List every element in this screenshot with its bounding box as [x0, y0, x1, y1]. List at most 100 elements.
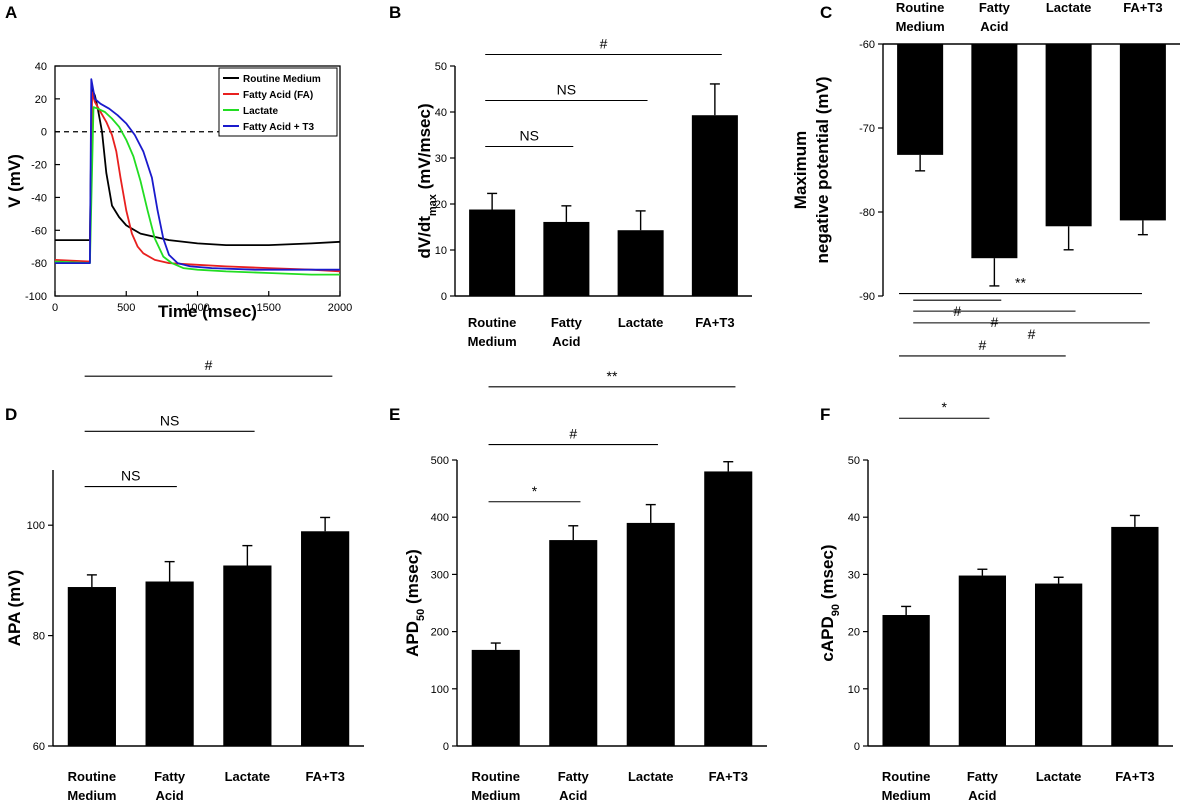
significance-label: * [942, 399, 948, 415]
legend-entry: Lactate [243, 106, 278, 117]
category-label: Lactate [618, 315, 664, 330]
category-label: Fatty Acid [154, 769, 186, 803]
bar [626, 522, 675, 746]
significance-label: # [978, 337, 986, 353]
bar [549, 540, 598, 746]
category-label: FA+T3 [305, 769, 344, 784]
y-tick-label: 400 [431, 512, 449, 524]
significance-label: ** [1015, 275, 1026, 291]
y-tick-label: 50 [435, 61, 447, 73]
category-label: Routine Medium [468, 315, 517, 349]
bar [1111, 526, 1159, 746]
x-tick-label: 1500 [257, 302, 281, 314]
y-tick-label: 20 [848, 627, 860, 639]
panel-f: F 0 10 20 30 40 50 Routine Medium Fatty Acid Lactat… [818, 275, 1173, 803]
y-tick-label: 10 [848, 684, 860, 696]
bar [1119, 44, 1166, 221]
y-axis-label: APA (mV) [5, 570, 24, 647]
y-axis-label: dV/dtmax (mV/msec) [415, 103, 439, 258]
y-axis-label: Maximum [791, 131, 810, 209]
significance-label: # [1028, 326, 1036, 342]
significance-label: # [600, 36, 608, 52]
y-tick-label: -60 [859, 39, 875, 51]
panel-e: E 0 100 200 300 400 500 Routine Medium Fatty Acid L… [389, 368, 767, 803]
significance-label: NS [160, 412, 179, 428]
bar [691, 115, 738, 296]
y-tick-label: 40 [35, 61, 47, 73]
y-tick-label: 10 [435, 245, 447, 257]
legend-entry: Fatty Acid + T3 [243, 122, 314, 133]
bar [897, 44, 944, 155]
bar [301, 531, 350, 746]
panel-d: D 60 80 100 Routine Medium Fatty Acid Lactate FA+… [5, 357, 364, 803]
bar [617, 230, 664, 296]
bar [971, 44, 1018, 259]
significance-label: # [205, 357, 213, 373]
y-tick-label: 0 [443, 741, 449, 753]
y-tick-label: -80 [859, 207, 875, 219]
category-label: Fatty Acid [967, 769, 999, 803]
category-label: Routine Medium [471, 769, 520, 803]
x-axis-label: Time (msec) [158, 302, 257, 321]
y-tick-label: -90 [859, 291, 875, 303]
x-tick-label: 500 [117, 302, 135, 314]
category-label: Routine Medium [882, 769, 931, 803]
bar [223, 565, 272, 746]
y-tick-label: 500 [431, 455, 449, 467]
y-tick-label: 40 [435, 107, 447, 119]
y-tick-label: 20 [35, 94, 47, 106]
bar [469, 209, 516, 296]
y-tick-label: 0 [441, 291, 447, 303]
panel-label: A [5, 3, 17, 22]
significance-label: NS [557, 82, 576, 98]
y-tick-label: -70 [859, 123, 875, 135]
y-tick-label: 100 [27, 520, 45, 532]
series-line [54, 91, 341, 273]
panel-b: B 0 10 20 30 40 50 Routine Medium Fatty Acid Lactat… [389, 3, 752, 349]
category-label: FA+T3 [695, 315, 734, 330]
bar [471, 649, 520, 746]
x-tick-label: 2000 [328, 302, 352, 314]
category-label: Lactate [225, 769, 271, 784]
panel-label: B [389, 3, 401, 22]
bar [704, 471, 753, 746]
y-tick-label: 200 [431, 627, 449, 639]
bar [1045, 44, 1092, 227]
significance-label: ** [607, 368, 618, 384]
y-axis-label: negative potential (mV) [813, 76, 832, 263]
significance-label: NS [520, 128, 539, 144]
panel-label: E [389, 405, 400, 424]
legend-box [218, 67, 338, 137]
category-label: Fatty Acid [979, 0, 1011, 34]
bar [145, 581, 194, 746]
significance-label: * [532, 483, 538, 499]
category-label: FA+T3 [1115, 769, 1154, 784]
category-label: Lactate [1036, 769, 1082, 784]
y-tick-label: 300 [431, 569, 449, 581]
category-label: Lactate [1046, 0, 1092, 15]
bar [1034, 583, 1083, 746]
panel-label: C [820, 3, 832, 22]
significance-label: NS [121, 468, 140, 484]
panel-label: F [820, 405, 830, 424]
y-tick-label: 0 [41, 127, 47, 139]
y-tick-label: 30 [848, 569, 860, 581]
series-line [55, 78, 340, 271]
y-axis-label: APD50 (msec) [403, 549, 427, 657]
y-tick-label: 100 [431, 684, 449, 696]
category-label: Fatty Acid [551, 315, 583, 349]
category-label: Routine Medium [67, 769, 116, 803]
y-tick-label: -100 [25, 291, 47, 303]
category-label: FA+T3 [1123, 0, 1162, 15]
category-label: Routine Medium [896, 0, 945, 34]
bar [543, 221, 590, 296]
y-tick-label: 40 [848, 512, 860, 524]
category-label: Lactate [628, 769, 674, 784]
y-tick-label: -60 [31, 225, 47, 237]
x-tick-label: 1000 [185, 302, 209, 314]
bar [958, 575, 1007, 746]
y-tick-label: 80 [33, 631, 45, 643]
panel-label: D [5, 405, 17, 424]
y-axis-label: V (mV) [5, 154, 24, 208]
